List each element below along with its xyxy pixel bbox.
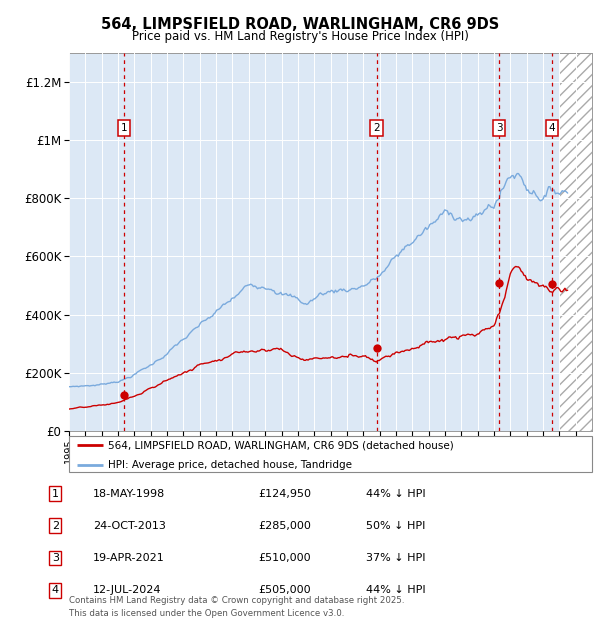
Text: Price paid vs. HM Land Registry's House Price Index (HPI): Price paid vs. HM Land Registry's House … bbox=[131, 30, 469, 43]
Bar bbox=[559, 53, 592, 431]
Text: 24-OCT-2013: 24-OCT-2013 bbox=[93, 521, 166, 531]
Text: 12-JUL-2024: 12-JUL-2024 bbox=[93, 585, 161, 595]
Text: 44% ↓ HPI: 44% ↓ HPI bbox=[366, 585, 425, 595]
Text: 50% ↓ HPI: 50% ↓ HPI bbox=[366, 521, 425, 531]
Text: £510,000: £510,000 bbox=[258, 553, 311, 563]
Text: 19-APR-2021: 19-APR-2021 bbox=[93, 553, 165, 563]
Text: 37% ↓ HPI: 37% ↓ HPI bbox=[366, 553, 425, 563]
Text: 3: 3 bbox=[52, 553, 59, 563]
Text: 3: 3 bbox=[496, 123, 502, 133]
Text: 564, LIMPSFIELD ROAD, WARLINGHAM, CR6 9DS (detached house): 564, LIMPSFIELD ROAD, WARLINGHAM, CR6 9D… bbox=[108, 440, 454, 451]
Text: £505,000: £505,000 bbox=[258, 585, 311, 595]
Text: 564, LIMPSFIELD ROAD, WARLINGHAM, CR6 9DS: 564, LIMPSFIELD ROAD, WARLINGHAM, CR6 9D… bbox=[101, 17, 499, 32]
Text: 1: 1 bbox=[52, 489, 59, 498]
Text: 2: 2 bbox=[373, 123, 380, 133]
FancyBboxPatch shape bbox=[69, 436, 592, 472]
Text: Contains HM Land Registry data © Crown copyright and database right 2025.
This d: Contains HM Land Registry data © Crown c… bbox=[69, 596, 404, 618]
Text: 2: 2 bbox=[52, 521, 59, 531]
Text: 4: 4 bbox=[548, 123, 555, 133]
Text: HPI: Average price, detached house, Tandridge: HPI: Average price, detached house, Tand… bbox=[108, 459, 352, 469]
Text: 4: 4 bbox=[52, 585, 59, 595]
Text: 44% ↓ HPI: 44% ↓ HPI bbox=[366, 489, 425, 498]
Text: £285,000: £285,000 bbox=[258, 521, 311, 531]
Text: 18-MAY-1998: 18-MAY-1998 bbox=[93, 489, 165, 498]
Text: £124,950: £124,950 bbox=[258, 489, 311, 498]
Text: 1: 1 bbox=[121, 123, 128, 133]
